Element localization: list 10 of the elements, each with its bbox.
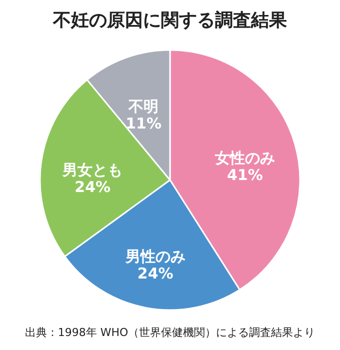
- data-label: 24%: [74, 178, 111, 196]
- slice-label: 不明: [128, 98, 159, 116]
- data-label: 24%: [137, 264, 174, 283]
- slice-label: 女性のみ: [214, 149, 275, 168]
- slice-label: 男女とも: [62, 161, 123, 180]
- slice-label: 男性のみ: [124, 248, 186, 266]
- data-label: 11%: [126, 114, 162, 133]
- chart-title: 不妊の原因に関する調査結果: [52, 10, 288, 31]
- data-label: 41%: [226, 166, 263, 184]
- source-note: 出典：1998年 WHO（世界保健機関）による調査結果より: [24, 326, 316, 339]
